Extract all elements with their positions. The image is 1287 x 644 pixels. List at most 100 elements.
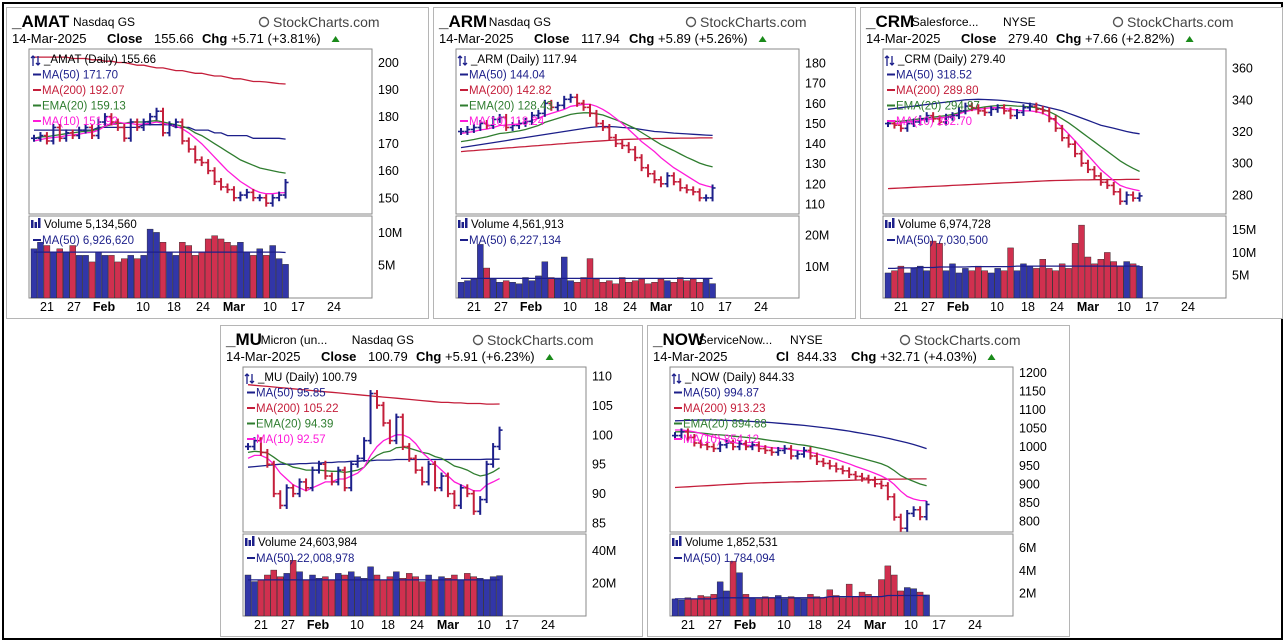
volume-bar	[1136, 266, 1143, 299]
ohlc-bar	[1026, 102, 1033, 112]
ohlc-bar	[367, 390, 374, 445]
volume-bar	[244, 574, 252, 617]
volume-legend-icon	[248, 540, 251, 546]
x-tick-label: Mar	[650, 300, 672, 314]
volume-bar	[697, 595, 704, 617]
price-tick-label: 105	[592, 399, 613, 413]
chart-panel-amat[interactable]: _AMAT Nasdaq GS StockCharts.com 14-Mar-2025…	[6, 7, 429, 319]
chg-label: Chg	[629, 31, 654, 46]
ema20-line	[33, 120, 286, 174]
volume-bar	[282, 264, 289, 299]
ma10-line	[675, 429, 927, 502]
volume-tick-label: 10M	[1232, 246, 1256, 260]
volume-bar	[942, 270, 950, 299]
volume-bar	[657, 278, 665, 299]
price-tick-label: 360	[1232, 62, 1253, 76]
ohlc-bar	[962, 102, 969, 115]
ma10-line	[33, 121, 286, 195]
ohlc-bar	[561, 95, 568, 109]
ohlc-bar	[509, 121, 516, 131]
ohlc-bar	[276, 191, 283, 202]
volume-bar	[153, 232, 160, 299]
ohlc-bar	[742, 440, 749, 451]
ohlc-bar	[897, 513, 904, 532]
price-pane	[669, 366, 1014, 533]
price-pane	[882, 48, 1227, 215]
chart-panel-arm[interactable]: _ARM Nasdaq GS StockCharts.com 14-Mar-2025 C…	[433, 7, 856, 319]
x-tick-label: 24	[196, 300, 210, 314]
ma50-line	[34, 124, 286, 140]
volume-bar	[251, 581, 258, 617]
ohlc-bar	[826, 459, 833, 470]
ohlc-bar	[1084, 159, 1091, 174]
volume-bar	[852, 596, 859, 617]
ohlc-bar	[270, 460, 277, 498]
chart-svg-arm: _ARM Nasdaq GS StockCharts.com 14-Mar-2025 C…	[438, 12, 829, 314]
volume-bar	[884, 565, 892, 617]
ohlc-bar	[691, 433, 698, 447]
ohlc-bar	[839, 465, 846, 475]
volume-bar	[82, 255, 89, 299]
x-tick-label: 10	[477, 618, 491, 632]
symbol-title: _ARM	[438, 12, 487, 31]
ohlc-bar	[587, 103, 593, 117]
volume-bar	[257, 579, 265, 617]
x-tick-label: 24	[754, 300, 768, 314]
volume-tick-label: 20M	[592, 577, 616, 591]
ma50-legend: MA(50) 95.85	[256, 388, 326, 400]
ohlc-bar	[677, 178, 684, 192]
close-value: 844.33	[797, 349, 837, 364]
volume-ma50-legend: MA(50) 7,030,500	[896, 235, 988, 247]
volume-bar	[955, 272, 963, 299]
volume-bar	[185, 245, 193, 299]
volume-ma50-line	[675, 594, 927, 600]
ohlc-bar	[282, 178, 289, 199]
volume-bar	[230, 245, 238, 299]
volume-bar	[904, 587, 911, 617]
volume-bar	[774, 595, 782, 617]
volume-legend-icon	[38, 218, 41, 228]
volume-bar	[871, 596, 879, 617]
x-tick-label: Mar	[437, 618, 459, 632]
ohlc-bar	[541, 99, 548, 117]
ema20-line	[887, 104, 1140, 172]
chart-panel-crm[interactable]: _CRM Salesforce... NYSE StockCharts.com 14-M…	[860, 7, 1283, 319]
chg-value: +5.91 (+6.23%)	[445, 349, 535, 364]
volume-bar	[75, 255, 83, 299]
volume-bar	[929, 240, 937, 299]
ohlc-bar	[1020, 104, 1027, 116]
volume-bar	[891, 270, 898, 299]
x-tick-label: Feb	[734, 618, 757, 632]
ohlc-bar	[775, 446, 782, 456]
ohlc-bar	[328, 472, 335, 486]
volume-bar	[749, 597, 756, 617]
ohlc-bar	[374, 390, 380, 409]
volume-legend-icon	[675, 540, 678, 546]
volume-bar	[127, 255, 134, 299]
x-tick-label: 18	[1021, 300, 1035, 314]
ohlc-bar	[955, 107, 962, 120]
chart-panel-now[interactable]: _NOW ServiceNow... NYSE StockCharts.com 14-M…	[647, 325, 1070, 637]
chart-panel-mu[interactable]: _MU Micron (un... Nasdaq GS StockCharts.com…	[220, 325, 643, 637]
volume-bar	[360, 578, 368, 617]
price-legend-icon	[884, 55, 895, 66]
x-tick-label: 27	[494, 300, 508, 314]
ma200-line	[34, 56, 286, 85]
volume-tick-label: 5M	[378, 259, 395, 273]
brand-label: StockCharts.com	[1127, 14, 1234, 30]
price-tick-label: 1100	[1019, 403, 1046, 417]
ohlc-bar	[968, 102, 975, 112]
date-label: 14-Mar-2025	[653, 349, 727, 364]
ma10-legend: MA(10) 151.92	[42, 116, 118, 128]
ohlc-bar	[684, 428, 691, 441]
ohlc-bar	[503, 113, 510, 131]
company-name: Salesforce...	[912, 15, 979, 29]
volume-bar	[412, 576, 419, 617]
volume-bar	[198, 251, 205, 299]
ma50-line	[247, 458, 500, 468]
ohlc-bar	[833, 462, 840, 473]
volume-legend: Volume 5,134,560	[44, 219, 137, 231]
volume-bar	[172, 255, 180, 299]
ohlc-bar	[923, 112, 930, 123]
